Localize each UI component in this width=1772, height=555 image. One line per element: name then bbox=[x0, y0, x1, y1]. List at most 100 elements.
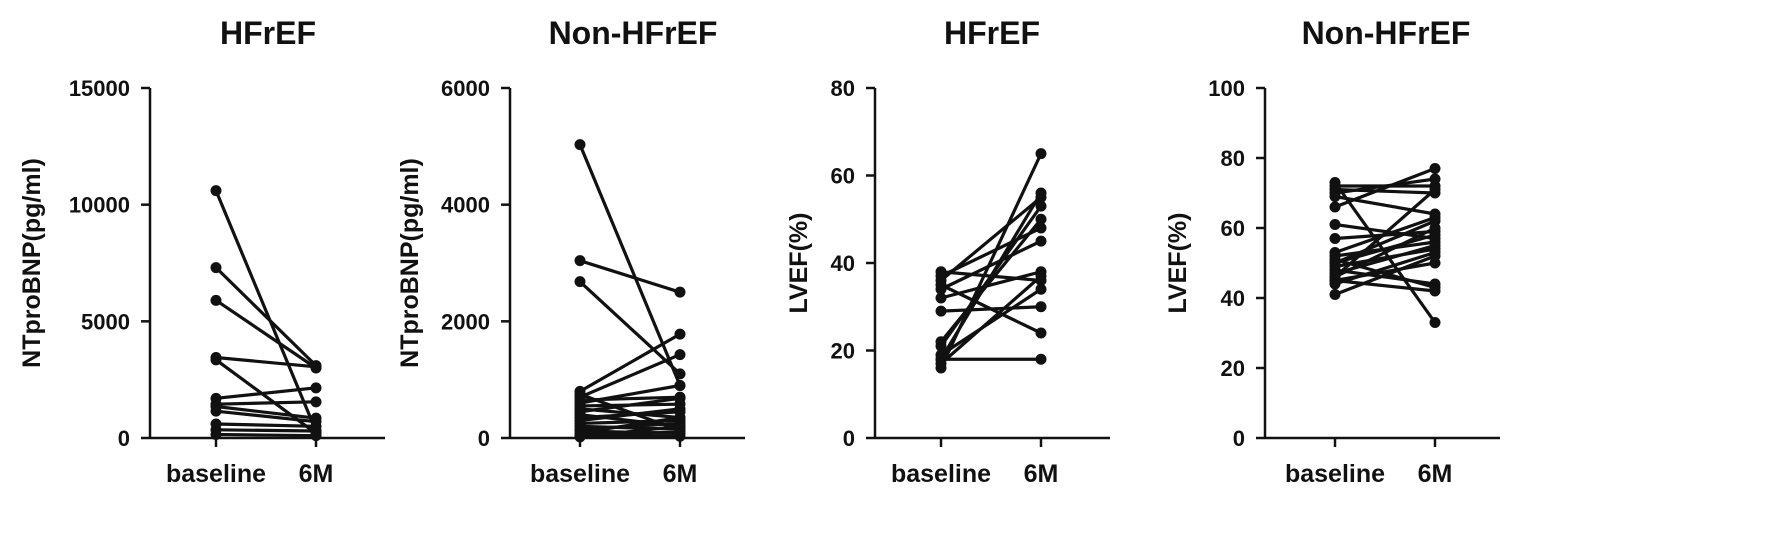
paired-line bbox=[215, 299, 317, 370]
paired-line bbox=[215, 404, 317, 420]
followup-point bbox=[310, 361, 322, 373]
panel-title: HFrEF bbox=[944, 15, 1040, 51]
chart-panel-1: HFrEF NTproBNP(pg/ml) 0 5000 10000 15000 basel… bbox=[18, 15, 385, 488]
panel-title: Non-HFrEF bbox=[1302, 15, 1471, 51]
paired-line bbox=[1334, 278, 1436, 293]
y-tick-label: 0 bbox=[1233, 426, 1245, 451]
x-category-label: baseline bbox=[891, 460, 991, 488]
chart-panel-4: Non-HFrEF LVEF(%) 0 20 40 60 80 100 baseline 6M bbox=[1164, 15, 1500, 488]
paired-line bbox=[215, 355, 317, 369]
paired-line bbox=[579, 416, 681, 435]
baseline-point bbox=[1329, 219, 1341, 230]
baseline-point bbox=[1329, 289, 1341, 300]
paired-line bbox=[215, 409, 317, 424]
y-axis-title: NTproBNP(pg/ml) bbox=[396, 158, 424, 368]
paired-line bbox=[214, 266, 318, 367]
x-category-label: 6M bbox=[1418, 460, 1453, 488]
followup-point bbox=[310, 382, 322, 394]
paired-line bbox=[940, 239, 1042, 291]
y-tick-label: 60 bbox=[1221, 216, 1245, 241]
paired-line bbox=[1334, 250, 1436, 286]
paired-line bbox=[939, 274, 1043, 365]
baseline-point bbox=[935, 283, 947, 295]
paired-line bbox=[578, 280, 682, 376]
x-category-label: baseline bbox=[166, 460, 266, 488]
followup-point bbox=[1429, 173, 1441, 185]
chart-panel-3: HFrEF LVEF(%) 0 20 40 60 80 baseline 6M bbox=[785, 15, 1110, 488]
baseline-point bbox=[574, 431, 586, 443]
baseline-point bbox=[1329, 201, 1341, 213]
followup-point bbox=[1429, 285, 1441, 297]
followup-point bbox=[1429, 250, 1441, 262]
y-axis-title: NTproBNP(pg/ml) bbox=[18, 158, 46, 368]
followup-point bbox=[1035, 235, 1047, 247]
followup-point bbox=[674, 328, 686, 340]
y-tick-label: 60 bbox=[831, 164, 855, 189]
followup-point bbox=[1035, 301, 1047, 313]
followup-point bbox=[674, 412, 686, 424]
followup-point bbox=[674, 349, 686, 361]
followup-point bbox=[674, 430, 686, 442]
paired-line bbox=[215, 386, 317, 400]
baseline-point bbox=[210, 262, 222, 274]
paired-line bbox=[1334, 226, 1436, 279]
baseline-point bbox=[574, 139, 586, 151]
followup-point bbox=[1035, 222, 1047, 234]
followup-point bbox=[310, 430, 322, 442]
paired-line bbox=[579, 353, 681, 399]
paired-line bbox=[1334, 177, 1436, 195]
paired-line bbox=[215, 400, 317, 406]
followup-point bbox=[1035, 148, 1047, 160]
y-tick-label: 40 bbox=[1221, 286, 1245, 311]
y-tick-label: 4000 bbox=[441, 193, 490, 218]
baseline-point bbox=[935, 305, 947, 317]
baseline-point bbox=[574, 276, 586, 288]
y-tick-label: 100 bbox=[1208, 76, 1245, 101]
followup-point bbox=[1035, 353, 1047, 365]
y-axis-title: LVEF(%) bbox=[1164, 213, 1192, 314]
baseline-point bbox=[210, 429, 222, 440]
y-tick-label: 0 bbox=[478, 426, 490, 451]
paired-line bbox=[579, 383, 681, 405]
paired-line bbox=[939, 196, 1043, 282]
y-tick-label: 40 bbox=[831, 251, 855, 276]
baseline-point bbox=[935, 362, 947, 374]
chart-panel-2: Non-HFrEF NTproBNP(pg/ml) 0 2000 4000 6000 bas… bbox=[396, 15, 745, 488]
y-tick-label: 20 bbox=[1221, 356, 1245, 381]
y-tick-label: 2000 bbox=[441, 309, 490, 334]
followup-point bbox=[310, 396, 322, 408]
y-axis-title: LVEF(%) bbox=[785, 213, 813, 314]
baseline-point bbox=[210, 185, 222, 197]
baseline-point bbox=[935, 292, 947, 304]
followup-point bbox=[1035, 283, 1047, 295]
y-tick-label: 6000 bbox=[441, 76, 490, 101]
followup-point bbox=[674, 403, 686, 415]
y-tick-label: 80 bbox=[831, 76, 855, 101]
y-tick-label: 20 bbox=[831, 339, 855, 364]
y-tick-label: 80 bbox=[1221, 146, 1245, 171]
paired-line bbox=[1334, 167, 1436, 209]
followup-point bbox=[674, 420, 686, 432]
baseline-point bbox=[1329, 278, 1341, 290]
followup-point bbox=[1035, 213, 1047, 225]
paired-line bbox=[579, 424, 681, 439]
paired-line bbox=[215, 428, 317, 433]
paired-line bbox=[579, 407, 681, 423]
x-category-label: baseline bbox=[1285, 460, 1385, 488]
paired-line bbox=[940, 287, 1042, 357]
paired-line bbox=[579, 396, 681, 414]
followup-point bbox=[1429, 184, 1441, 195]
followup-point bbox=[674, 368, 686, 380]
followup-point bbox=[1035, 187, 1047, 199]
paired-line bbox=[1334, 254, 1436, 296]
x-category-label: 6M bbox=[663, 460, 698, 488]
paired-line bbox=[940, 270, 1042, 300]
baseline-point bbox=[210, 354, 222, 366]
x-category-label: 6M bbox=[1024, 460, 1059, 488]
baseline-point bbox=[210, 294, 222, 306]
paired-line bbox=[940, 305, 1042, 313]
panel-title: HFrEF bbox=[220, 15, 316, 51]
followup-point bbox=[674, 286, 686, 298]
paired-line bbox=[1333, 188, 1437, 279]
